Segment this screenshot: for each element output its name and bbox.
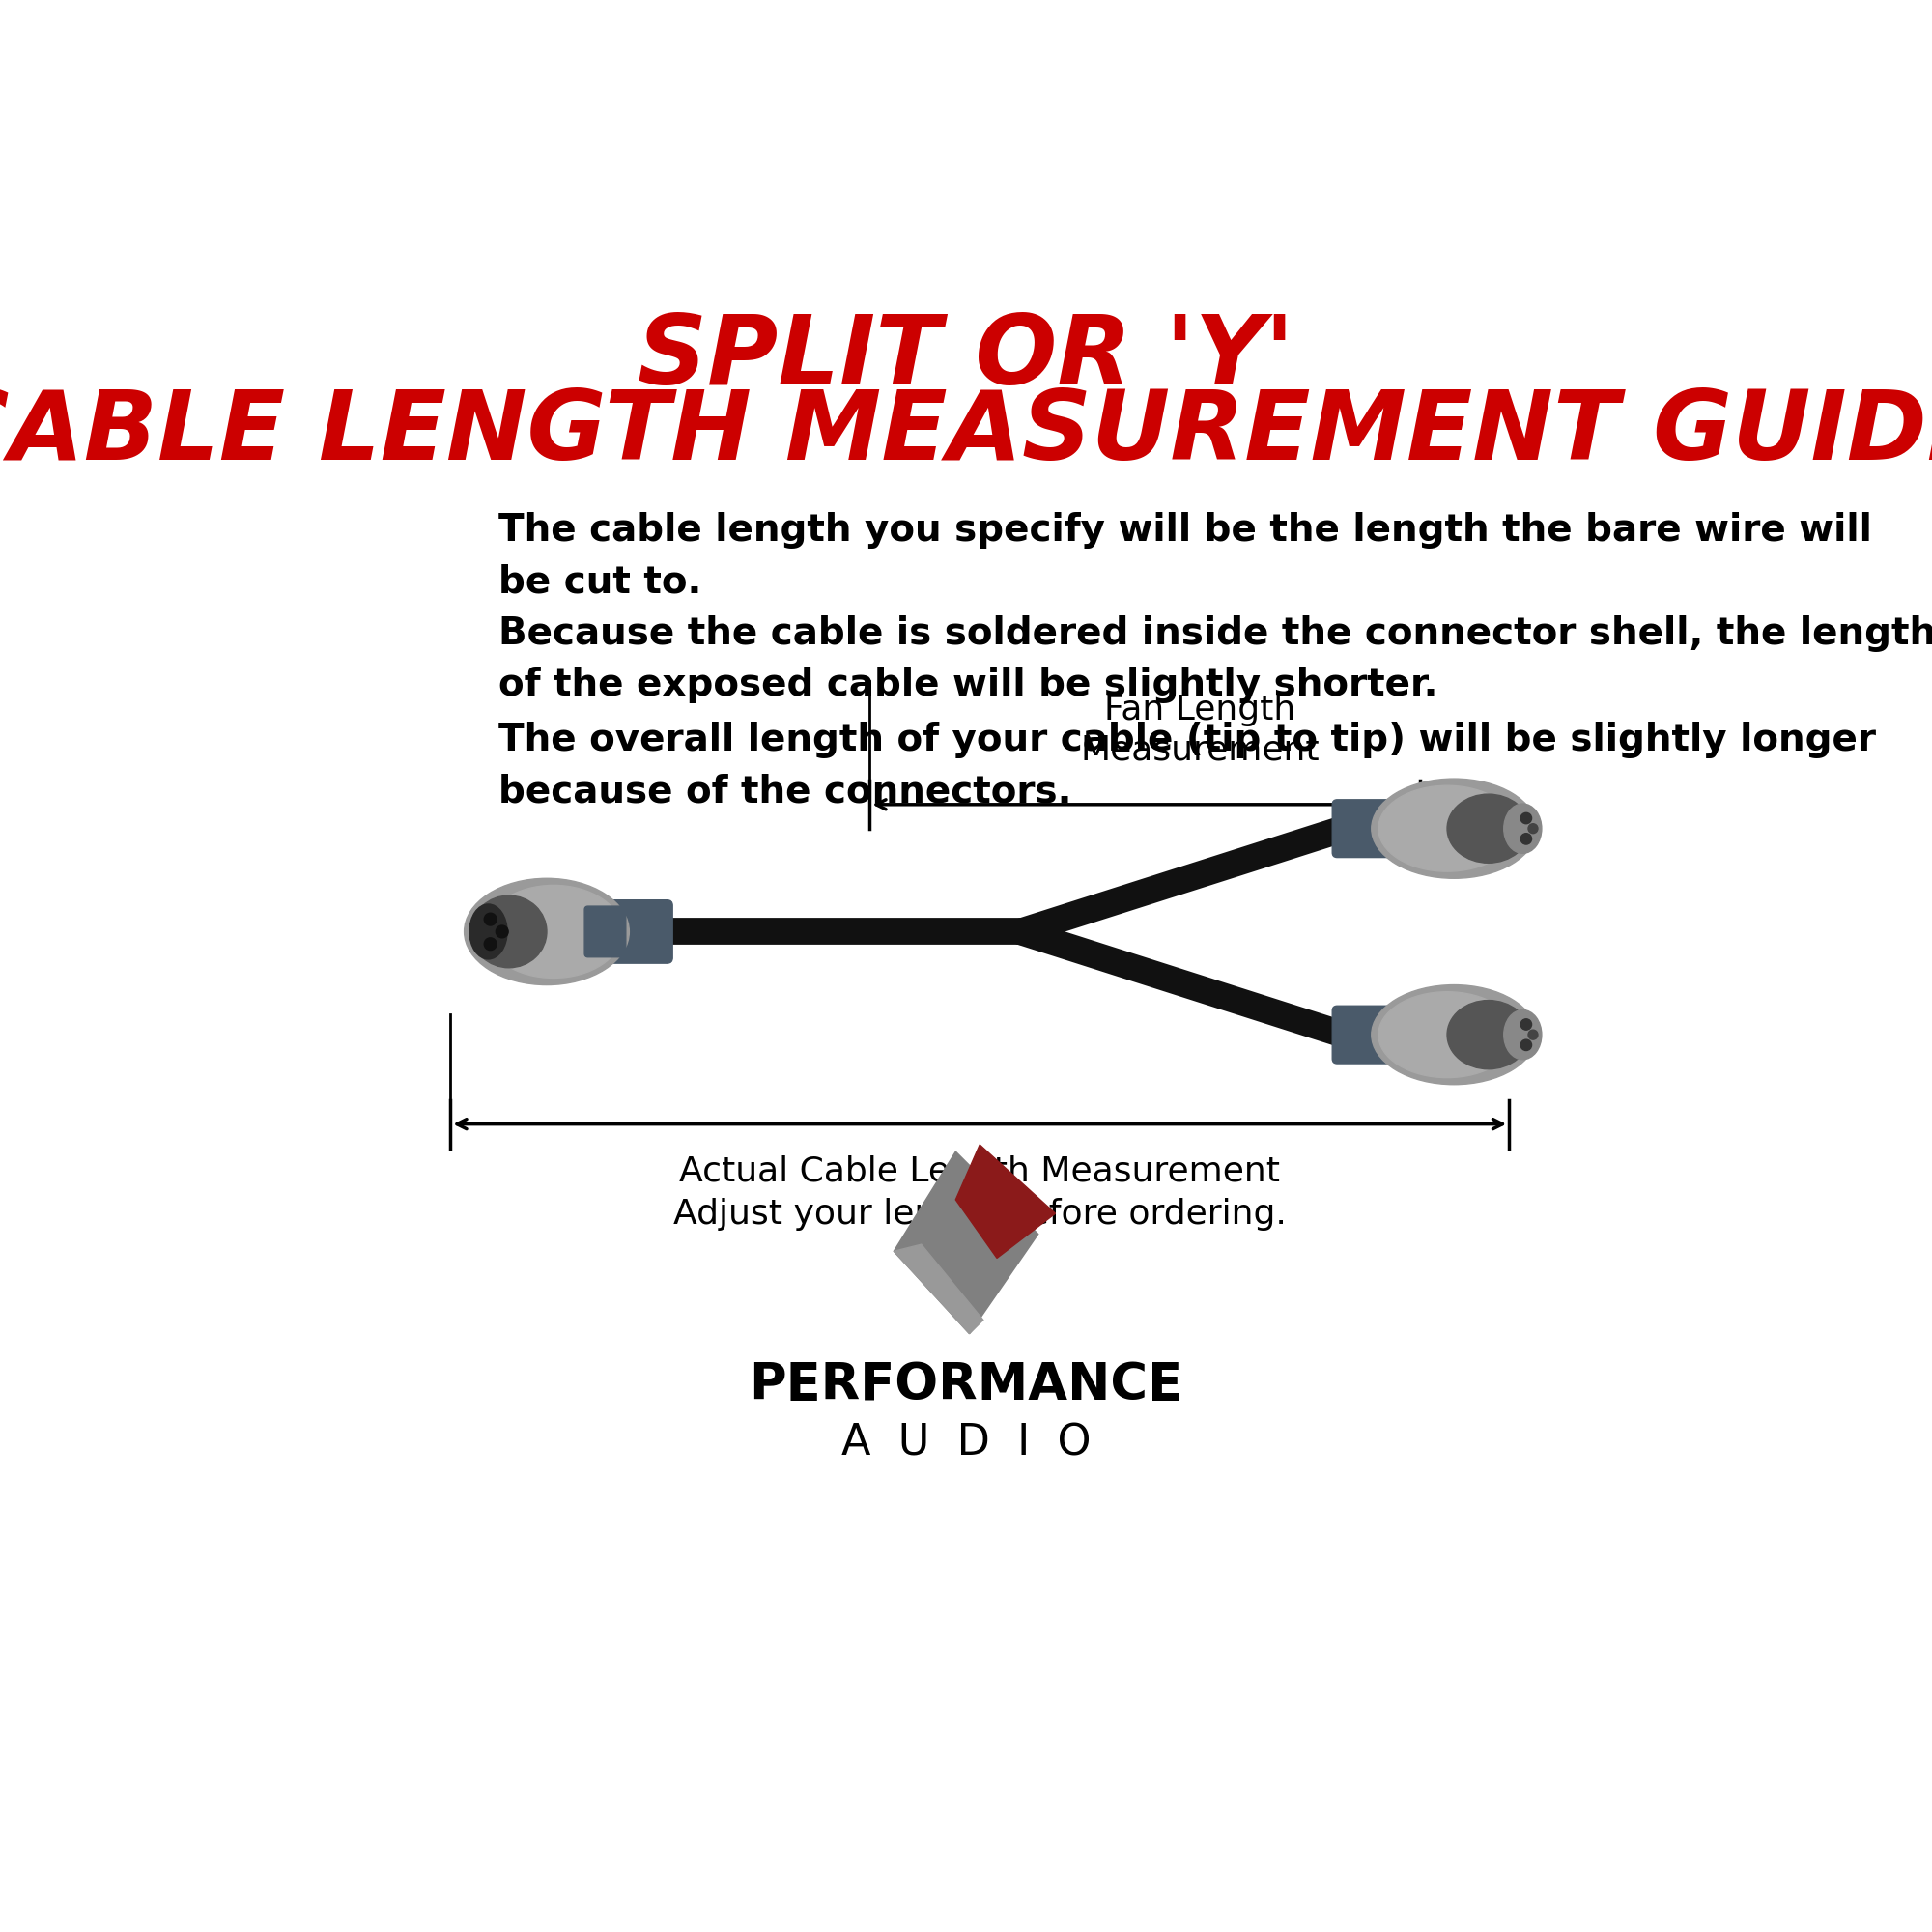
Ellipse shape [1372,985,1536,1084]
Text: CABLE LENGTH MEASUREMENT GUIDE: CABLE LENGTH MEASUREMENT GUIDE [0,386,1932,481]
Text: Because the cable is soldered inside the connector shell, the length
of the expo: Because the cable is soldered inside the… [498,616,1932,703]
Text: The cable length you specify will be the length the bare wire will
be cut to.: The cable length you specify will be the… [498,512,1872,601]
Ellipse shape [1378,786,1517,871]
Ellipse shape [464,879,630,985]
Polygon shape [895,1244,983,1333]
Circle shape [1520,1018,1532,1030]
Circle shape [485,937,497,951]
Text: Actual Cable Length Measurement
Adjust your length before ordering.: Actual Cable Length Measurement Adjust y… [672,1155,1287,1231]
Ellipse shape [1503,804,1542,854]
Circle shape [1520,813,1532,823]
Polygon shape [895,1151,1037,1333]
FancyBboxPatch shape [585,906,626,956]
Text: PERFORMANCE: PERFORMANCE [750,1360,1182,1410]
Ellipse shape [471,896,547,968]
Polygon shape [956,1144,1055,1258]
Text: The overall length of your cable (tip to tip) will be slightly longer
because of: The overall length of your cable (tip to… [498,723,1876,810]
Circle shape [1520,1039,1532,1051]
Circle shape [1528,1030,1538,1039]
Ellipse shape [1372,779,1536,879]
Ellipse shape [1447,1001,1530,1068]
Ellipse shape [1378,991,1517,1078]
Ellipse shape [1503,1010,1542,1059]
Text: Fan Length
Measurement: Fan Length Measurement [1080,694,1320,767]
Text: A  U  D  I  O: A U D I O [840,1422,1092,1464]
FancyBboxPatch shape [1333,800,1405,858]
Text: SPLIT OR 'Y': SPLIT OR 'Y' [638,311,1294,404]
Circle shape [497,925,508,937]
Circle shape [1528,823,1538,833]
Ellipse shape [469,904,508,958]
Circle shape [485,914,497,925]
FancyBboxPatch shape [580,900,672,964]
Ellipse shape [485,885,622,978]
FancyBboxPatch shape [1333,1007,1405,1065]
Circle shape [1520,833,1532,844]
Ellipse shape [1447,794,1530,864]
